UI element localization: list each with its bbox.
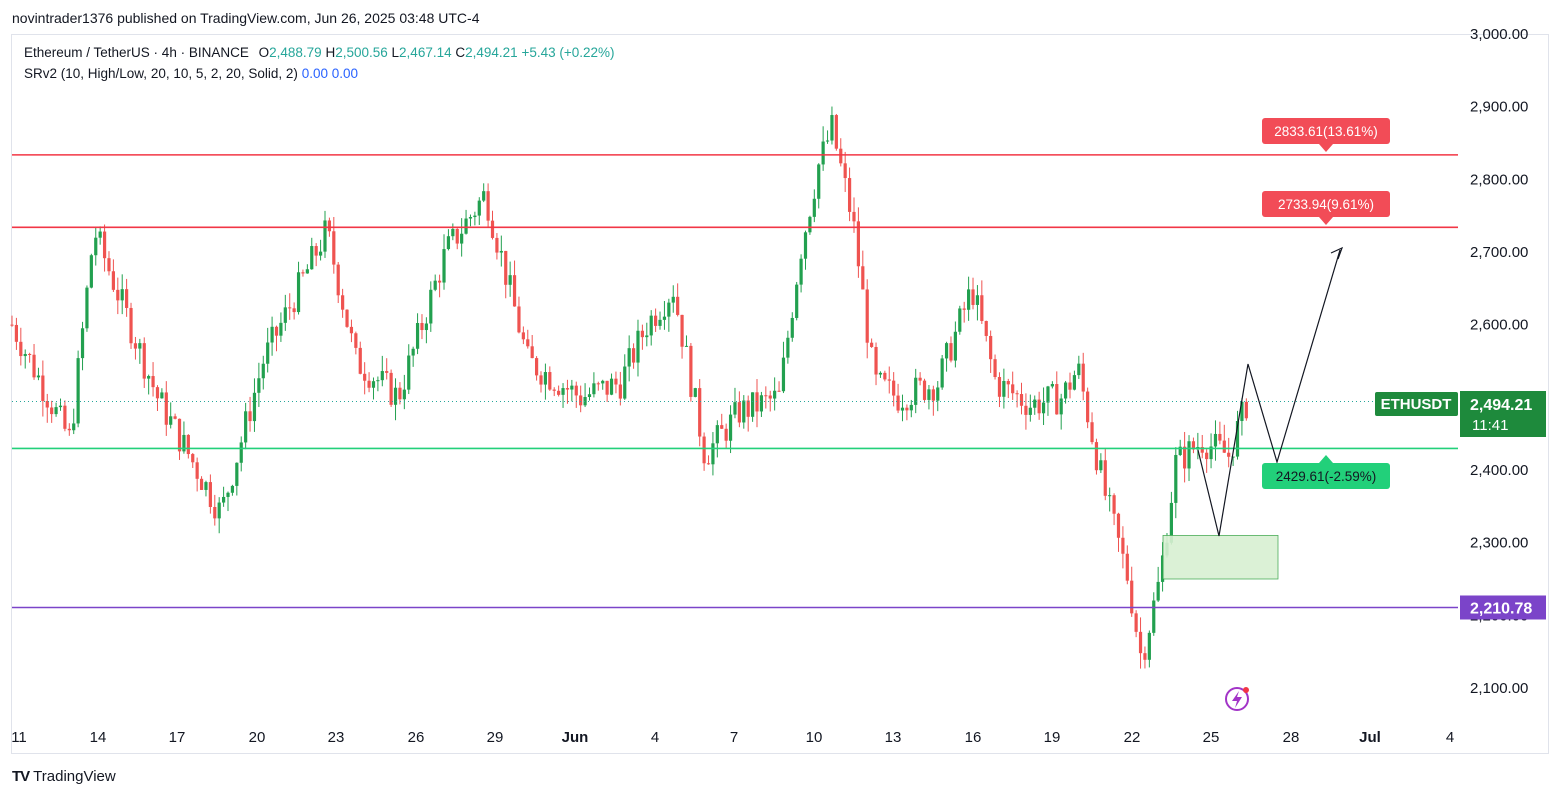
change-value: +5.43 (+0.22%) xyxy=(521,45,615,60)
indicator-legend: SRv2 (10, High/Low, 20, 10, 5, 2, 20, So… xyxy=(24,66,358,81)
open-label: O xyxy=(258,45,270,60)
high-label: H xyxy=(325,45,336,60)
high-value: 2,500.56 xyxy=(335,45,388,60)
chart-frame xyxy=(11,34,1549,754)
open-value: 2,488.79 xyxy=(269,45,322,60)
footer-brand: TradingView xyxy=(33,768,116,785)
footer: TV TradingView xyxy=(12,768,116,785)
tradingview-logo-icon[interactable]: TV xyxy=(12,768,30,785)
indicator-value-1: 0.00 xyxy=(301,66,328,81)
indicator-value-2: 0.00 xyxy=(331,66,359,81)
close-value: 2,494.21 xyxy=(465,45,518,60)
low-label: L xyxy=(391,45,400,60)
low-value: 2,467.14 xyxy=(399,45,452,60)
indicator-name[interactable]: SRv2 (10, High/Low, 20, 10, 5, 2, 20, So… xyxy=(24,66,298,81)
publication-header: novintrader1376 published on TradingView… xyxy=(12,10,480,26)
symbol-legend: Ethereum / TetherUS · 4h · BINANCE O2,48… xyxy=(24,45,615,60)
close-label: C xyxy=(455,45,466,60)
symbol-name[interactable]: Ethereum / TetherUS · 4h · BINANCE xyxy=(24,45,249,60)
